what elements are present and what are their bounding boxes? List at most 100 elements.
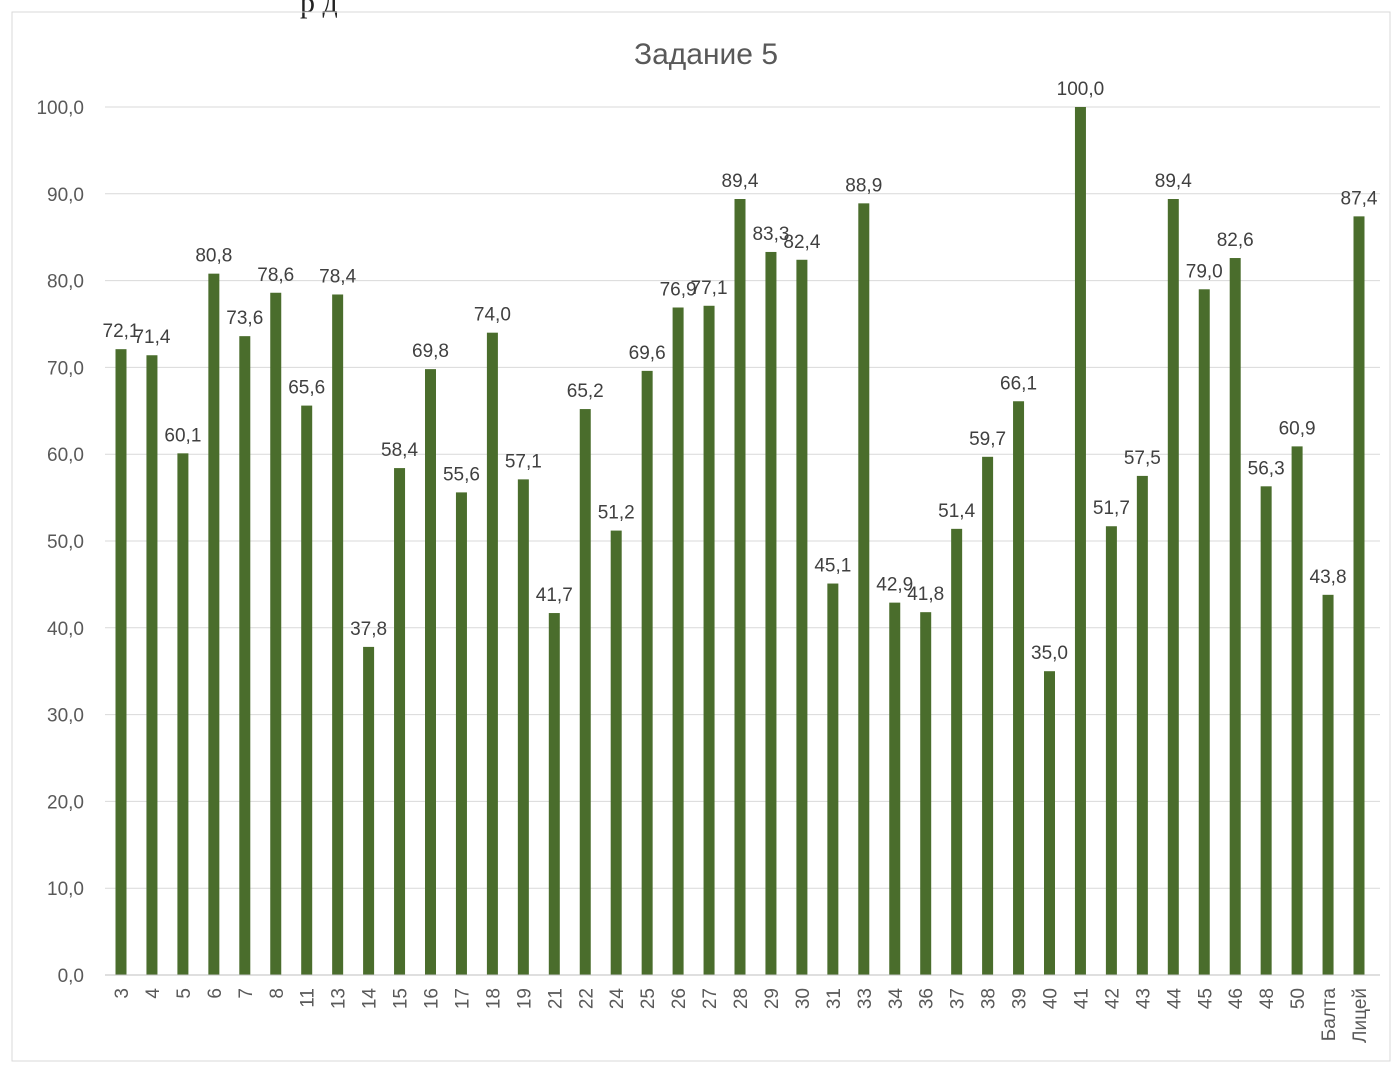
bars (115, 107, 1365, 976)
bar (517, 479, 529, 975)
data-label: 65,6 (288, 378, 325, 399)
bar (858, 203, 870, 975)
bar (1353, 216, 1365, 976)
x-tick-label: 25 (638, 988, 659, 1009)
x-tick-label: 36 (917, 988, 938, 1009)
data-label: 100,0 (1057, 79, 1105, 100)
x-tick-label: 31 (824, 988, 845, 1009)
y-tick-label: 30,0 (47, 706, 84, 727)
bar (951, 528, 963, 975)
bar (455, 492, 467, 975)
data-label: 82,6 (1217, 230, 1254, 251)
data-label: 58,4 (381, 440, 418, 461)
data-labels: 72,171,4 60,1 80,8 73,6 78,6 65,6 78,4 37,8 58,4… (103, 79, 1378, 664)
bar (1074, 107, 1086, 975)
data-label: 57,1 (505, 451, 542, 472)
data-label: 60,1 (164, 425, 201, 446)
data-label: 45,1 (814, 556, 851, 577)
data-label: 89,4 (722, 171, 759, 192)
x-tick-label: 22 (576, 988, 597, 1009)
data-label: 43,8 (1310, 567, 1347, 588)
bar (115, 349, 127, 975)
bar (1136, 475, 1148, 975)
data-label: 74,0 (474, 305, 511, 326)
bar (270, 292, 282, 975)
bar (672, 307, 684, 975)
data-label: 82,4 (783, 232, 820, 253)
x-tick-label: 27 (700, 988, 721, 1009)
bar (1260, 486, 1272, 975)
data-label: 51,2 (598, 503, 635, 524)
data-label: 66,1 (1000, 373, 1037, 394)
data-label: 72,1 (103, 321, 140, 342)
bar (394, 468, 406, 975)
bar (1044, 671, 1055, 975)
x-tick-label: 34 (886, 988, 907, 1010)
bar (827, 583, 839, 975)
x-tick-label: 19 (514, 988, 535, 1009)
x-tick-label: 15 (391, 988, 412, 1009)
bar (920, 612, 932, 975)
data-label: 41,8 (907, 584, 944, 605)
x-tick-label: 17 (452, 988, 473, 1009)
data-label: 78,6 (257, 265, 294, 286)
data-label: 56,3 (1248, 458, 1285, 479)
chart-title: Задание 5 (634, 38, 778, 71)
data-label: 69,6 (629, 343, 666, 364)
bar (579, 409, 591, 976)
x-tick-label: 50 (1288, 988, 1309, 1009)
data-label: 87,4 (1341, 188, 1378, 209)
data-label: 57,5 (1124, 448, 1161, 469)
bar (1167, 199, 1179, 975)
x-tick-label: 4 (143, 988, 164, 999)
x-tick-label: 37 (948, 988, 969, 1009)
x-tick-label: 13 (329, 988, 350, 1009)
chart-border (11, 11, 1391, 1062)
bar (734, 199, 746, 975)
data-label: 77,1 (691, 278, 728, 299)
data-label: 79,0 (1186, 261, 1223, 282)
bar (177, 453, 189, 975)
bar (1198, 289, 1210, 975)
x-tick-label: 8 (267, 988, 288, 999)
x-tick-label: 14 (360, 988, 381, 1010)
data-label: 59,7 (969, 429, 1006, 450)
bar (1291, 446, 1303, 975)
bar (486, 332, 498, 975)
data-label: 80,8 (195, 246, 232, 267)
bar (548, 613, 560, 975)
y-tick-label: 10,0 (47, 879, 84, 900)
data-label: 73,6 (226, 308, 263, 329)
y-tick-label: 100,0 (36, 98, 84, 119)
bar (1013, 401, 1025, 975)
x-tick-label: Балта (1319, 988, 1340, 1042)
x-tick-label: 30 (793, 988, 814, 1009)
y-tick-label: 40,0 (47, 619, 84, 640)
bar (1229, 258, 1241, 976)
x-tick-label: 16 (422, 988, 443, 1009)
bar (889, 602, 901, 975)
y-tick-label: 60,0 (47, 445, 84, 466)
x-tick-label: 24 (607, 988, 628, 1010)
y-axis-tick-labels: 0,0 10,0 20,0 30,0 40,0 50,0 60,0 70,0 80,0 90,0 1… (36, 98, 84, 987)
x-tick-label: 3 (112, 988, 133, 999)
bar (703, 305, 715, 976)
x-tick-label: 46 (1226, 988, 1247, 1009)
x-tick-label: 44 (1164, 988, 1185, 1010)
x-axis-tick-labels: 3 4 5 6 7 8 11 13 14 15 16 17 18 19 21 22 24 25 26 27 28 29 30… (112, 988, 1371, 1043)
y-tick-label: 0,0 (58, 966, 84, 987)
data-label: 89,4 (1155, 171, 1192, 192)
bar (1105, 526, 1117, 975)
x-tick-label: 26 (669, 988, 690, 1009)
data-label: 83,3 (752, 224, 789, 245)
data-label: 69,8 (412, 341, 449, 362)
y-tick-label: 80,0 (47, 272, 84, 293)
data-label: 76,9 (660, 280, 697, 301)
x-tick-label: 7 (236, 988, 257, 999)
bar (208, 273, 220, 975)
header-fragment: р д (300, 0, 338, 19)
bar (796, 259, 808, 975)
data-label: 37,8 (350, 619, 387, 640)
data-label: 51,4 (938, 501, 975, 522)
